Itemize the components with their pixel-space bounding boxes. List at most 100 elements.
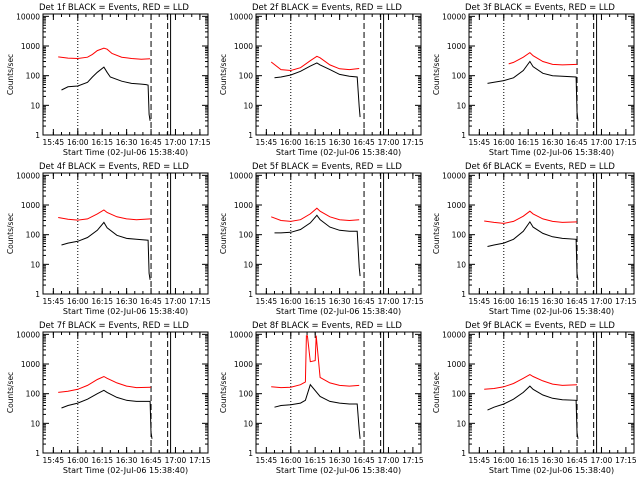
y-axis-label: Counts/sec — [219, 213, 228, 254]
panel-title: Det 4f BLACK = Events, RED = LLD — [39, 162, 189, 172]
y-tick-label: 1000 — [447, 201, 466, 210]
x-tick-label: 15:45 — [469, 138, 491, 147]
plot-frame — [468, 13, 635, 136]
y-tick-label: 100 — [452, 231, 467, 240]
series-group — [58, 375, 153, 439]
x-tick-label: 16:30 — [542, 456, 564, 465]
plot-frame — [255, 172, 422, 295]
lld-series-line — [484, 210, 578, 224]
panel-title: Det 8f BLACK = Events, RED = LLD — [252, 321, 402, 331]
x-tick-label: 16:15 — [304, 297, 326, 306]
lld-series-line — [508, 51, 578, 66]
panel-1: Det 1f BLACK = Events, RED = LLD 1 10 100 10… — [6, 3, 211, 157]
plot-frame — [42, 172, 209, 295]
y-tick-label: 1 — [35, 131, 40, 140]
x-tick-label: 16:45 — [353, 138, 375, 147]
y-axis-label: Counts/sec — [6, 372, 15, 413]
x-axis-label: Start Time (02-Jul-06 15:38:40) — [489, 148, 614, 157]
y-axis-label: Counts/sec — [6, 54, 15, 95]
y-tick-label: 10000 — [16, 330, 40, 339]
events-series-line — [274, 62, 361, 118]
lld-series-line — [58, 375, 152, 393]
y-axis-label: Counts/sec — [219, 372, 228, 413]
y-tick-label: 100 — [26, 390, 41, 399]
y-axis-label: Counts/sec — [432, 213, 441, 254]
events-series-line — [487, 220, 579, 280]
x-tick-label: 16:00 — [493, 138, 515, 147]
panel-3: Det 3f BLACK = Events, RED = LLD 1 10 100 10… — [432, 3, 637, 157]
plot-frame — [255, 13, 422, 136]
x-tick-label: 15:45 — [43, 456, 65, 465]
panel-title: Det 2f BLACK = Events, RED = LLD — [252, 3, 402, 13]
y-tick-label: 100 — [26, 231, 41, 240]
panel-8: Det 8f BLACK = Events, RED = LLD 1 10 100 10… — [219, 321, 424, 475]
x-tick-label: 17:15 — [189, 297, 211, 306]
x-tick-label: 15:45 — [469, 297, 491, 306]
y-tick-label: 10000 — [16, 171, 40, 180]
x-tick-label: 15:45 — [256, 297, 278, 306]
y-tick-label: 10000 — [229, 330, 253, 339]
y-tick-label: 1000 — [447, 42, 466, 51]
x-tick-label: 17:00 — [591, 297, 613, 306]
y-tick-label: 10000 — [442, 171, 466, 180]
lld-series-line — [58, 47, 151, 60]
x-tick-label: 16:15 — [517, 138, 539, 147]
x-axis-label: Start Time (02-Jul-06 15:38:40) — [63, 148, 188, 157]
x-tick-label: 17:00 — [165, 138, 187, 147]
series-group — [484, 374, 579, 439]
y-tick-label: 10000 — [442, 12, 466, 21]
y-tick-label: 1000 — [21, 360, 40, 369]
panel-title: Det 7f BLACK = Events, RED = LLD — [39, 321, 189, 331]
x-tick-label: 16:45 — [140, 138, 162, 147]
x-tick-label: 16:15 — [91, 138, 113, 147]
panel-title: Det 9f BLACK = Events, RED = LLD — [465, 321, 615, 331]
y-tick-label: 1000 — [234, 201, 253, 210]
plot-frame — [42, 13, 209, 136]
x-tick-label: 16:00 — [280, 456, 302, 465]
x-tick-label: 17:00 — [591, 138, 613, 147]
y-tick-label: 10 — [456, 419, 466, 428]
plot-frame — [468, 331, 635, 454]
x-tick-label: 16:15 — [304, 456, 326, 465]
series-group — [270, 55, 361, 118]
y-axis-label: Counts/sec — [432, 54, 441, 95]
x-tick-label: 15:45 — [469, 456, 491, 465]
x-tick-label: 17:15 — [615, 456, 637, 465]
x-tick-label: 16:45 — [353, 297, 375, 306]
y-tick-label: 10000 — [16, 12, 40, 21]
y-tick-label: 1 — [461, 131, 466, 140]
y-axis-label: Counts/sec — [6, 213, 15, 254]
x-tick-label: 15:45 — [43, 138, 65, 147]
x-axis-label: Start Time (02-Jul-06 15:38:40) — [276, 148, 401, 157]
x-tick-label: 17:15 — [615, 297, 637, 306]
series-group — [484, 210, 579, 280]
panel-2: Det 2f BLACK = Events, RED = LLD 1 10 100 10… — [219, 3, 424, 157]
x-tick-label: 16:30 — [116, 297, 138, 306]
x-tick-label: 17:00 — [378, 138, 400, 147]
events-series-line — [487, 385, 579, 439]
x-tick-label: 16:45 — [140, 297, 162, 306]
y-axis-label: Counts/sec — [219, 54, 228, 95]
y-tick-label: 1 — [248, 131, 253, 140]
panel-4: Det 4f BLACK = Events, RED = LLD 1 10 100 10… — [6, 162, 211, 316]
x-tick-label: 16:00 — [493, 297, 515, 306]
y-tick-label: 10 — [30, 260, 40, 269]
x-tick-label: 16:00 — [67, 138, 89, 147]
x-axis-label: Start Time (02-Jul-06 15:38:40) — [276, 307, 401, 316]
y-tick-label: 100 — [239, 231, 254, 240]
x-tick-label: 16:30 — [542, 138, 564, 147]
x-tick-label: 16:15 — [517, 297, 539, 306]
plot-frame — [468, 172, 635, 295]
x-tick-label: 15:45 — [43, 297, 65, 306]
x-tick-label: 17:15 — [402, 456, 424, 465]
x-tick-label: 16:00 — [280, 138, 302, 147]
y-tick-label: 10 — [30, 101, 40, 110]
y-tick-label: 10 — [243, 260, 253, 269]
x-tick-label: 16:30 — [116, 138, 138, 147]
series-group — [58, 209, 151, 280]
x-axis-label: Start Time (02-Jul-06 15:38:40) — [489, 466, 614, 475]
panel-title: Det 5f BLACK = Events, RED = LLD — [252, 162, 402, 172]
y-tick-label: 1000 — [447, 360, 466, 369]
y-tick-label: 1 — [461, 449, 466, 458]
y-tick-label: 100 — [239, 390, 254, 399]
